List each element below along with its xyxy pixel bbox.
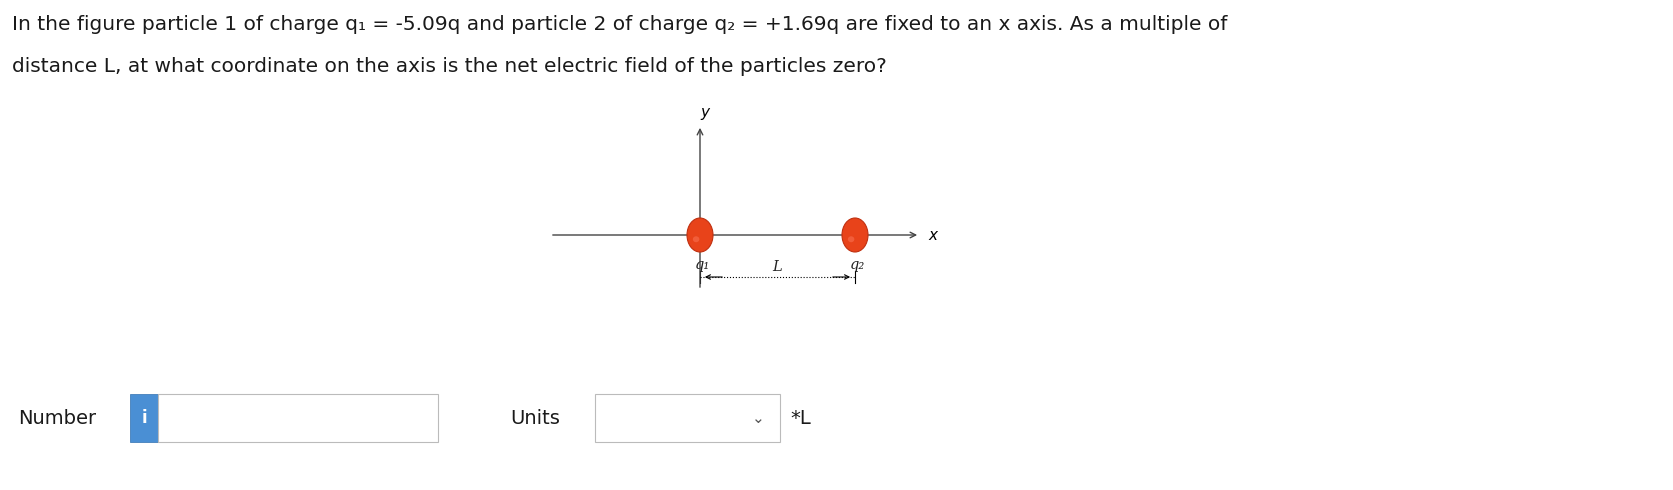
Text: i: i xyxy=(141,409,147,427)
Text: x: x xyxy=(927,227,937,243)
Text: L: L xyxy=(773,260,781,274)
Ellipse shape xyxy=(842,218,868,252)
Text: *L: *L xyxy=(790,409,810,427)
Text: Number: Number xyxy=(18,409,95,427)
Text: distance L, at what coordinate on the axis is the net electric field of the part: distance L, at what coordinate on the ax… xyxy=(12,57,887,76)
Text: y: y xyxy=(699,105,709,120)
Text: q₂: q₂ xyxy=(850,258,865,272)
Text: ⌄: ⌄ xyxy=(751,411,765,425)
Ellipse shape xyxy=(693,236,699,242)
Ellipse shape xyxy=(686,218,713,252)
FancyBboxPatch shape xyxy=(157,394,438,442)
Text: In the figure particle 1 of charge q₁ = -5.09q and particle 2 of charge q₂ = +1.: In the figure particle 1 of charge q₁ = … xyxy=(12,15,1226,34)
Text: Units: Units xyxy=(510,409,559,427)
FancyBboxPatch shape xyxy=(130,394,157,442)
Text: q₁: q₁ xyxy=(694,258,709,272)
FancyBboxPatch shape xyxy=(594,394,780,442)
Ellipse shape xyxy=(847,236,853,242)
